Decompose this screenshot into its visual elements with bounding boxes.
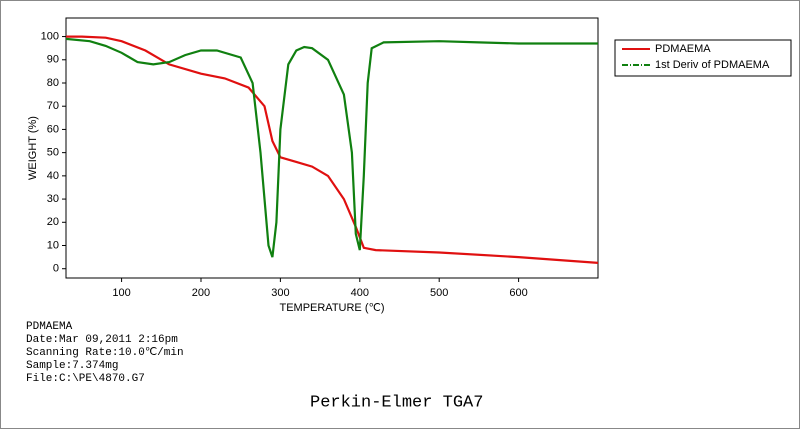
x-tick-label: 400: [351, 287, 369, 299]
series-line: [66, 35, 599, 264]
y-tick-label: 30: [47, 193, 59, 205]
series-line: [65, 37, 598, 258]
x-tick-label: 200: [192, 287, 210, 299]
y-tick-label: 50: [47, 147, 59, 159]
x-tick-label: 100: [112, 287, 130, 299]
y-tick-label: 60: [47, 123, 59, 135]
y-tick-label: 100: [41, 30, 59, 42]
legend-label: 1st Deriv of PDMAEMA: [655, 59, 770, 71]
legend-box: [614, 39, 792, 77]
plot-area: [65, 17, 599, 279]
y-axis-label: WEIGHT (%): [27, 116, 39, 180]
x-axis-label: TEMPERATURE (℃): [279, 302, 384, 314]
x-tick-label: 500: [430, 287, 448, 299]
footer: Perkin-Elmer TGA7: [310, 393, 483, 412]
y-tick-label: 20: [47, 216, 59, 228]
y-tick-label: 10: [47, 239, 59, 251]
y-tick-label: 80: [47, 77, 59, 89]
note-line: File:C:\PE\4870.G7: [26, 373, 145, 385]
y-tick-label: 0: [53, 263, 59, 275]
y-tick-label: 70: [47, 100, 59, 112]
legend-label: PDMAEMA: [655, 43, 711, 55]
y-tick-label: 40: [47, 170, 59, 182]
note-line: Scanning Rate:10.0℃/min: [26, 347, 184, 359]
x-tick-label: 300: [271, 287, 289, 299]
note-line: PDMAEMA: [26, 321, 73, 333]
note-line: Date:Mar 09,2011 2:16pm: [26, 334, 178, 346]
note-line: Sample:7.374mg: [26, 360, 118, 372]
y-tick-label: 90: [47, 54, 59, 66]
x-tick-label: 600: [509, 287, 527, 299]
